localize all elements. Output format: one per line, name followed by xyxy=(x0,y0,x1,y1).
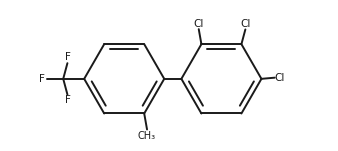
Text: Cl: Cl xyxy=(275,73,285,83)
Text: Cl: Cl xyxy=(240,19,250,29)
Text: Cl: Cl xyxy=(194,19,204,29)
Text: CH₃: CH₃ xyxy=(138,131,156,141)
Text: F: F xyxy=(66,95,71,105)
Text: F: F xyxy=(66,52,71,62)
Text: F: F xyxy=(39,74,45,84)
